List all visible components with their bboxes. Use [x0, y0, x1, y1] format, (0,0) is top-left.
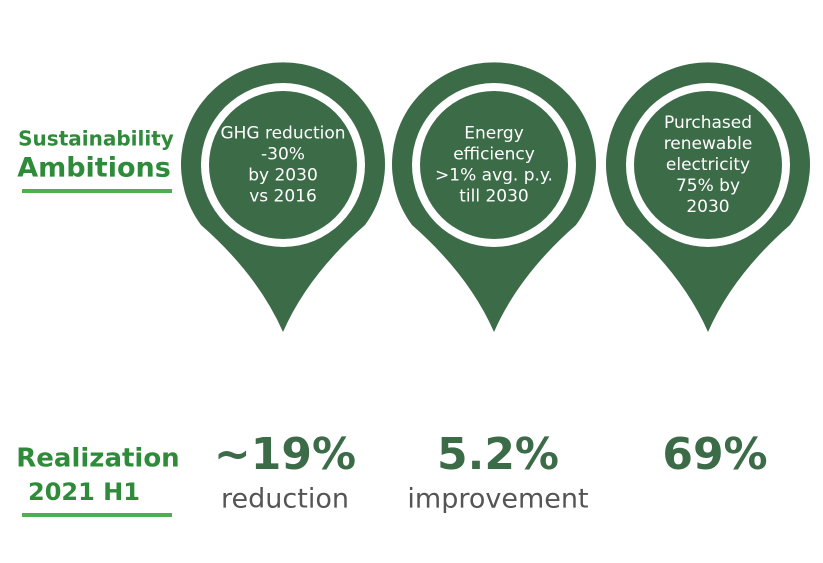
- result-note: improvement: [407, 484, 588, 515]
- result-value: ~19%: [214, 429, 356, 480]
- pin-text: till 2030: [459, 187, 529, 207]
- pin-text: renewable: [664, 134, 753, 154]
- pin-text: efficiency: [453, 145, 535, 165]
- underline: [22, 189, 172, 193]
- pin-text: >1% avg. p.y.: [435, 166, 553, 186]
- pin-text: electricity: [666, 155, 750, 175]
- pin-text: 75% by: [676, 176, 740, 196]
- pin-text: 2030: [686, 197, 729, 217]
- result-value: 69%: [662, 429, 767, 480]
- pin-center: [209, 91, 357, 239]
- pin-center: [634, 91, 782, 239]
- result-value: 5.2%: [437, 429, 559, 480]
- pin-text: vs 2016: [249, 187, 317, 207]
- pin-text: Purchased: [664, 113, 752, 133]
- underline: [22, 513, 172, 517]
- section-title: Ambitions: [17, 153, 171, 184]
- pin-center: [420, 91, 568, 239]
- section-title: Realization: [16, 444, 179, 474]
- result-note: reduction: [221, 484, 349, 515]
- section-title: 2021 H1: [28, 478, 140, 506]
- pin-text: by 2030: [248, 166, 318, 186]
- pin-text: -30%: [261, 145, 305, 165]
- pin-text: Energy: [464, 124, 524, 144]
- pin-text: GHG reduction: [220, 124, 345, 144]
- section-title: Sustainability: [18, 127, 174, 151]
